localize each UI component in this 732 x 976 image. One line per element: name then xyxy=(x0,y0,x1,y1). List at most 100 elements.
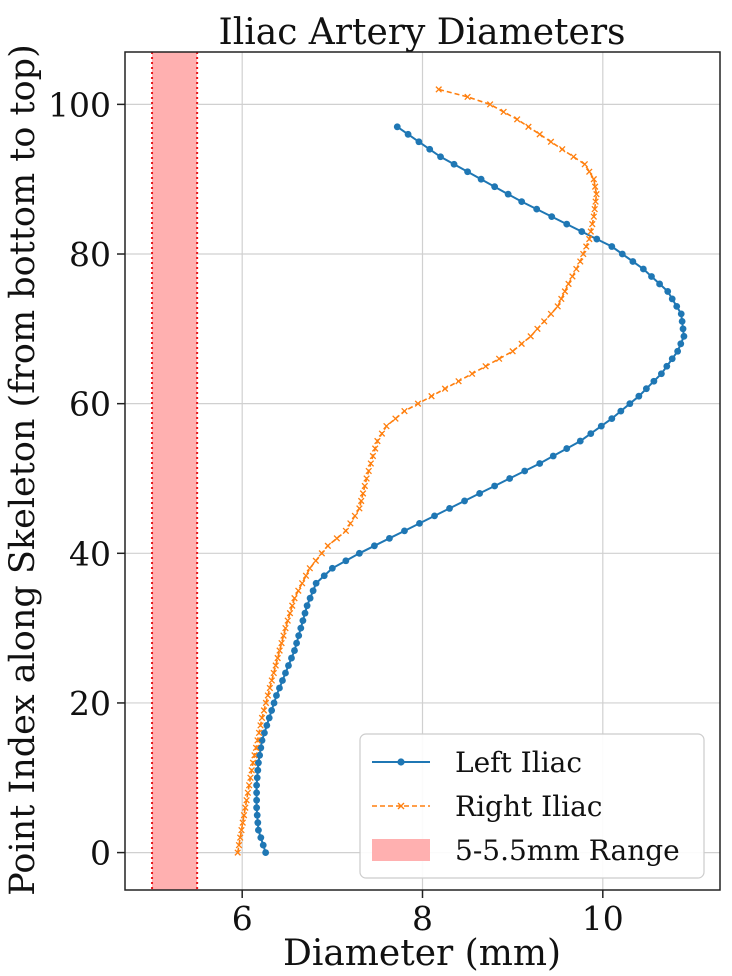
data-point xyxy=(563,220,571,228)
data-point xyxy=(591,183,599,190)
data-point xyxy=(295,632,303,640)
data-point xyxy=(590,175,598,183)
data-point xyxy=(253,774,261,782)
y-tick-label: 20 xyxy=(69,684,111,723)
data-point xyxy=(540,318,548,325)
data-point xyxy=(414,400,422,407)
data-point xyxy=(301,609,309,617)
data-point xyxy=(291,647,298,654)
data-point xyxy=(674,347,682,355)
data-point xyxy=(328,564,336,572)
data-point xyxy=(565,280,572,288)
data-point xyxy=(369,452,377,460)
data-point xyxy=(521,467,529,475)
data-point xyxy=(262,699,270,707)
data-point xyxy=(639,265,647,273)
data-point xyxy=(416,519,423,527)
x-tick-label: 10 xyxy=(582,899,624,938)
legend-label: Left Iliac xyxy=(455,746,582,779)
data-point xyxy=(254,766,262,774)
data-point xyxy=(461,497,468,505)
data-point xyxy=(486,101,494,108)
data-point xyxy=(383,422,390,430)
y-tick-label: 60 xyxy=(69,385,111,424)
data-point xyxy=(642,385,650,393)
series-right-iliac xyxy=(234,86,600,856)
data-point xyxy=(351,512,359,520)
data-point xyxy=(265,714,273,722)
data-point xyxy=(491,482,499,490)
data-point xyxy=(593,235,601,243)
data-point xyxy=(261,729,268,737)
data-point xyxy=(592,198,599,205)
data-point xyxy=(495,355,503,363)
data-point xyxy=(320,572,328,580)
data-point xyxy=(548,213,556,221)
data-point xyxy=(276,684,283,692)
data-point xyxy=(280,632,287,639)
data-point xyxy=(245,781,253,789)
data-point xyxy=(371,445,379,452)
data-point xyxy=(668,295,676,303)
data-point xyxy=(583,243,590,250)
data-point xyxy=(401,407,408,415)
data-point xyxy=(355,549,363,557)
data-point xyxy=(244,789,252,796)
data-point xyxy=(500,108,507,116)
data-point xyxy=(386,534,393,542)
data-point xyxy=(356,505,363,512)
data-point xyxy=(549,452,557,460)
data-point xyxy=(393,123,401,131)
data-point xyxy=(240,811,248,819)
data-point xyxy=(257,722,264,729)
data-point xyxy=(464,168,471,176)
data-point xyxy=(518,340,525,348)
data-point xyxy=(260,707,268,714)
data-point xyxy=(428,392,435,400)
data-point xyxy=(482,362,489,370)
data-point xyxy=(401,527,408,535)
data-point xyxy=(342,557,350,565)
data-point xyxy=(264,692,272,699)
data-point xyxy=(363,475,370,482)
legend-item: 5-5.5mm Range xyxy=(372,834,680,867)
data-point xyxy=(404,130,412,138)
data-point xyxy=(258,714,266,722)
data-point xyxy=(581,160,589,168)
y-tick-label: 0 xyxy=(90,834,111,873)
data-point xyxy=(392,415,399,422)
data-point xyxy=(491,183,499,191)
y-tick-label: 40 xyxy=(69,534,111,573)
data-point xyxy=(513,116,521,123)
y-axis-label: Point Index along Skeleton (from bottom … xyxy=(3,44,43,895)
data-point xyxy=(251,752,258,759)
data-point xyxy=(342,527,350,535)
data-point xyxy=(253,789,261,797)
data-point xyxy=(274,654,281,662)
data-point xyxy=(303,602,311,610)
series-left-iliac xyxy=(253,123,688,856)
data-point xyxy=(477,175,485,183)
data-point xyxy=(268,677,276,684)
data-point xyxy=(677,340,685,348)
data-point xyxy=(270,669,278,677)
data-point xyxy=(618,250,626,258)
data-point xyxy=(270,699,278,707)
data-point xyxy=(357,497,365,505)
legend-marker xyxy=(397,802,405,810)
data-point xyxy=(668,355,676,363)
data-point xyxy=(673,302,681,310)
data-point xyxy=(626,400,634,408)
x-tick-label: 6 xyxy=(232,899,253,938)
data-point xyxy=(527,333,534,340)
data-point xyxy=(236,834,244,841)
legend-label: Right Iliac xyxy=(455,790,603,823)
data-point xyxy=(590,213,598,220)
data-point xyxy=(455,377,462,385)
data-point xyxy=(580,250,587,258)
data-point xyxy=(299,617,307,625)
data-point xyxy=(255,759,262,767)
data-point xyxy=(286,609,294,617)
data-point xyxy=(536,460,544,467)
data-point xyxy=(258,736,266,744)
